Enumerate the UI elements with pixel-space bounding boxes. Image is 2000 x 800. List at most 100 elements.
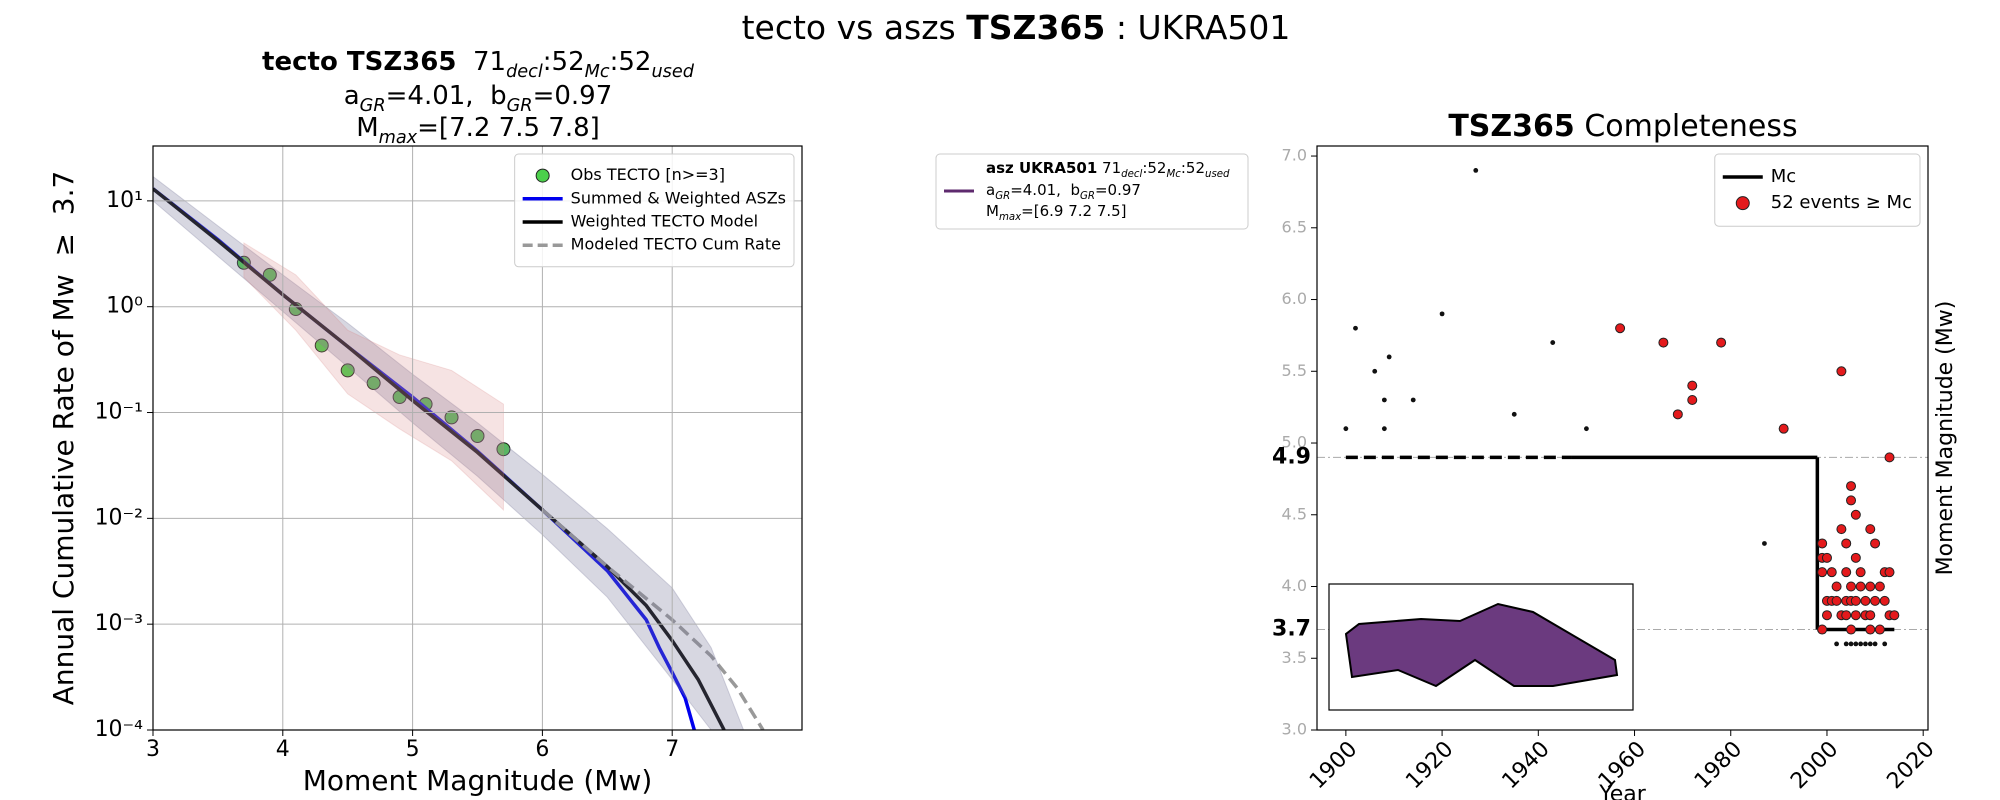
legend-label: Modeled TECTO Cum Rate bbox=[571, 235, 781, 254]
legend-part: asz UKRA501 bbox=[986, 159, 1097, 177]
data-point bbox=[1850, 595, 1861, 606]
y-tick-label: 10⁻³ bbox=[95, 611, 143, 636]
data-point bbox=[470, 429, 485, 444]
legend-label: asz UKRA501 71decl:52Mc:52used bbox=[986, 159, 1230, 180]
data-point bbox=[1687, 394, 1698, 405]
data-point bbox=[1343, 426, 1349, 432]
x-tick-label: 7 bbox=[665, 737, 679, 762]
data-point bbox=[1550, 340, 1556, 345]
title-part: =[7.2 7.5 7.8] bbox=[417, 113, 600, 143]
data-point bbox=[1858, 641, 1864, 647]
title-part: :52 bbox=[543, 47, 585, 77]
x-tick-label: 1920 bbox=[1401, 737, 1458, 794]
title-part: Completeness bbox=[1575, 109, 1798, 144]
y-tick-label: 4.5 bbox=[1282, 504, 1307, 523]
data-point bbox=[1817, 624, 1828, 635]
title-part: : UKRA501 bbox=[1105, 8, 1290, 47]
level-label: 3.7 bbox=[1272, 617, 1311, 642]
x-tick-label: 1940 bbox=[1498, 737, 1555, 794]
title-part: Mc bbox=[585, 62, 610, 82]
data-point bbox=[1889, 610, 1900, 621]
data-point bbox=[1867, 641, 1873, 647]
data-point bbox=[1410, 397, 1416, 403]
title-part: TSZ365 bbox=[1448, 109, 1574, 144]
data-point bbox=[1843, 641, 1849, 647]
data-point bbox=[1846, 581, 1857, 592]
title-part: TSZ365 bbox=[966, 8, 1105, 47]
y-tick-label: 10⁻⁴ bbox=[95, 717, 144, 742]
data-point bbox=[1884, 452, 1895, 463]
y-tick-label: 10¹ bbox=[106, 188, 143, 213]
legend: Mc 52 events ≥ Mc bbox=[1714, 153, 1921, 227]
level-label: 4.9 bbox=[1272, 444, 1311, 469]
data-point bbox=[1817, 538, 1828, 549]
data-point bbox=[1846, 481, 1857, 492]
title-part: :52 bbox=[610, 47, 652, 77]
data-point bbox=[1850, 552, 1861, 563]
figure-title: tecto vs aszs TSZ365 : UKRA501 bbox=[742, 8, 1291, 47]
legend-label: Obs TECTO [n>=3] bbox=[571, 165, 725, 184]
data-point bbox=[1381, 397, 1387, 403]
y-tick-label: 5.5 bbox=[1282, 361, 1307, 380]
data-point bbox=[444, 410, 459, 425]
data-point bbox=[1865, 624, 1876, 635]
axes-frame bbox=[152, 145, 803, 731]
legend-part: max bbox=[999, 212, 1022, 223]
data-point bbox=[1870, 538, 1881, 549]
title-part: 71 bbox=[456, 47, 506, 77]
data-point bbox=[1853, 641, 1859, 647]
x-tick-label: 4 bbox=[276, 737, 290, 762]
legend-part: a bbox=[986, 181, 995, 199]
data-point bbox=[1855, 581, 1866, 592]
data-point bbox=[1372, 368, 1378, 374]
data-point bbox=[1511, 411, 1517, 417]
title-part: =4.01, b bbox=[386, 81, 507, 111]
data-point bbox=[1821, 610, 1832, 621]
data-point bbox=[1841, 610, 1852, 621]
title-part: =0.97 bbox=[533, 81, 613, 111]
legend-part: :52 bbox=[1181, 159, 1205, 177]
data-point bbox=[1615, 323, 1626, 334]
legend-label: Summed & Weighted ASZs bbox=[571, 188, 786, 207]
y-tick-label: 6.0 bbox=[1282, 289, 1307, 308]
y-axis-label: Annual Cumulative Rate of Mw ≥ 3.7 bbox=[47, 171, 80, 706]
legend-part: GR bbox=[995, 191, 1010, 202]
zone-polygon bbox=[1344, 602, 1619, 688]
y-tick-label: 6.5 bbox=[1282, 217, 1307, 236]
legend-part: :52 bbox=[1142, 159, 1166, 177]
data-point bbox=[1836, 524, 1847, 535]
data-point bbox=[1846, 624, 1857, 635]
asz-legend: asz UKRA501 71decl:52Mc:52used aGR=4.01,… bbox=[935, 153, 1249, 230]
uncertainty-band bbox=[243, 242, 504, 512]
data-point bbox=[1879, 595, 1890, 606]
legend-part: used bbox=[1205, 169, 1230, 180]
data-point bbox=[1826, 567, 1837, 578]
data-point bbox=[1353, 325, 1358, 331]
data-point bbox=[1439, 311, 1445, 317]
data-point bbox=[1848, 641, 1854, 647]
title-part: GR bbox=[507, 96, 533, 116]
y-tick-label: 4.0 bbox=[1282, 576, 1307, 595]
data-point bbox=[1850, 509, 1861, 520]
data-point bbox=[1872, 641, 1878, 647]
data-point bbox=[1817, 567, 1828, 578]
y-tick-label: 3.0 bbox=[1282, 720, 1307, 739]
data-point bbox=[1762, 541, 1767, 546]
data-point bbox=[1386, 354, 1392, 360]
chart-title: tecto TSZ365 71decl:52Mc:52used aGR=4.01… bbox=[262, 47, 695, 149]
legend-part: Mc bbox=[1166, 169, 1181, 180]
axes-frame bbox=[1316, 145, 1929, 731]
legend-box bbox=[514, 153, 795, 268]
legend-part: =4.01, b bbox=[1010, 181, 1080, 199]
y-tick-label: 10⁰ bbox=[106, 294, 143, 319]
y-tick-label: 5.0 bbox=[1282, 433, 1307, 452]
data-point bbox=[1882, 641, 1888, 647]
legend-box bbox=[935, 153, 1249, 230]
legend-label: Mc bbox=[1771, 166, 1796, 187]
data-point bbox=[1831, 581, 1842, 592]
legend-swatch bbox=[1735, 196, 1750, 211]
data-point bbox=[1687, 380, 1698, 391]
x-tick-label: 6 bbox=[535, 737, 549, 762]
data-point bbox=[1846, 495, 1857, 506]
data-point bbox=[1865, 524, 1876, 535]
